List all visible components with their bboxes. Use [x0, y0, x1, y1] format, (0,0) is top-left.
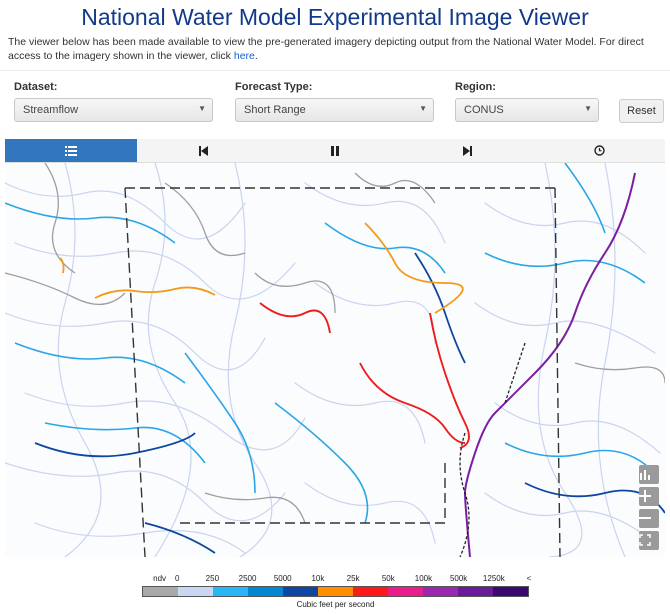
bar-chart-icon	[640, 470, 650, 480]
reset-button[interactable]: Reset	[619, 99, 664, 123]
playback-toolbar	[5, 139, 665, 163]
intro-text: The viewer below has been made available…	[8, 35, 663, 63]
legend-color-bar	[142, 586, 529, 597]
skip-back-icon	[198, 145, 208, 156]
legend-swatch	[388, 587, 423, 596]
legend-swatch	[248, 587, 283, 596]
legend-tick-label: ndv	[153, 574, 167, 583]
river-network	[5, 163, 665, 557]
intro-end: .	[254, 50, 258, 62]
pause-icon	[331, 145, 339, 156]
legend-swatch	[353, 587, 388, 596]
legend-tick-label: 2500	[238, 574, 257, 583]
streamflow-legend: ndv 0 250 2500 5000 10k 25k 50k 100k 500k 1250k < C…	[142, 574, 532, 609]
forecast-type-value: Short Range	[244, 104, 306, 116]
legend-swatch	[318, 587, 353, 596]
legend-swatch	[493, 587, 528, 596]
pause-button[interactable]	[269, 139, 401, 162]
dataset-value: Streamflow	[23, 104, 79, 116]
dataset-select[interactable]: Streamflow ▼	[14, 98, 213, 122]
last-frame-button[interactable]	[401, 139, 533, 162]
chevron-down-icon: ▼	[198, 104, 206, 113]
legend-swatch	[423, 587, 458, 596]
list-icon	[65, 145, 77, 156]
legend-tick-label: 10k	[311, 574, 325, 583]
legend-tick-label: 50k	[381, 574, 395, 583]
divider	[0, 70, 670, 71]
time-button[interactable]	[533, 139, 665, 162]
region-label: Region:	[455, 81, 496, 93]
region-value: CONUS	[464, 104, 504, 116]
chevron-down-icon: ▼	[584, 104, 592, 113]
forecast-type-label: Forecast Type:	[235, 81, 313, 93]
zoom-in-icon	[639, 490, 651, 502]
legend-swatch	[458, 587, 493, 596]
legend-tick-label: 5000	[273, 574, 292, 583]
legend-swatch	[143, 587, 178, 596]
legend-tick-label: 250	[205, 574, 220, 583]
fullscreen-icon	[639, 534, 651, 546]
region-select[interactable]: CONUS ▼	[455, 98, 599, 122]
legend-tick-label: 25k	[346, 574, 360, 583]
legend-tick-label: 100k	[414, 574, 433, 583]
chart-button[interactable]	[639, 465, 659, 484]
legend-swatch	[178, 587, 213, 596]
intro-body: The viewer below has been made available…	[8, 36, 644, 62]
imagery-link[interactable]: here	[233, 50, 255, 62]
zoom-in-button[interactable]	[639, 487, 659, 506]
forecast-type-select[interactable]: Short Range ▼	[235, 98, 434, 122]
legend-ticks: ndv 0 250 2500 5000 10k 25k 50k 100k 500k 1250k <	[142, 574, 532, 586]
legend-swatch	[283, 587, 318, 596]
page-title: National Water Model Experimental Image …	[81, 4, 589, 30]
layer-list-button[interactable]	[5, 139, 137, 162]
clock-icon	[593, 145, 605, 156]
streamflow-map[interactable]	[5, 163, 665, 557]
legend-tick-label: 0	[174, 574, 180, 583]
legend-swatch	[213, 587, 248, 596]
zoom-out-button[interactable]	[639, 509, 659, 528]
zoom-out-icon	[639, 517, 651, 519]
fullscreen-button[interactable]	[639, 531, 659, 550]
skip-forward-icon	[462, 145, 472, 156]
dataset-label: Dataset:	[14, 81, 58, 93]
legend-tick-label: <	[526, 574, 532, 583]
first-frame-button[interactable]	[137, 139, 269, 162]
legend-unit: Cubic feet per second	[296, 600, 375, 609]
legend-tick-label: 1250k	[482, 574, 505, 583]
legend-tick-label: 500k	[449, 574, 468, 583]
chevron-down-icon: ▼	[419, 104, 427, 113]
